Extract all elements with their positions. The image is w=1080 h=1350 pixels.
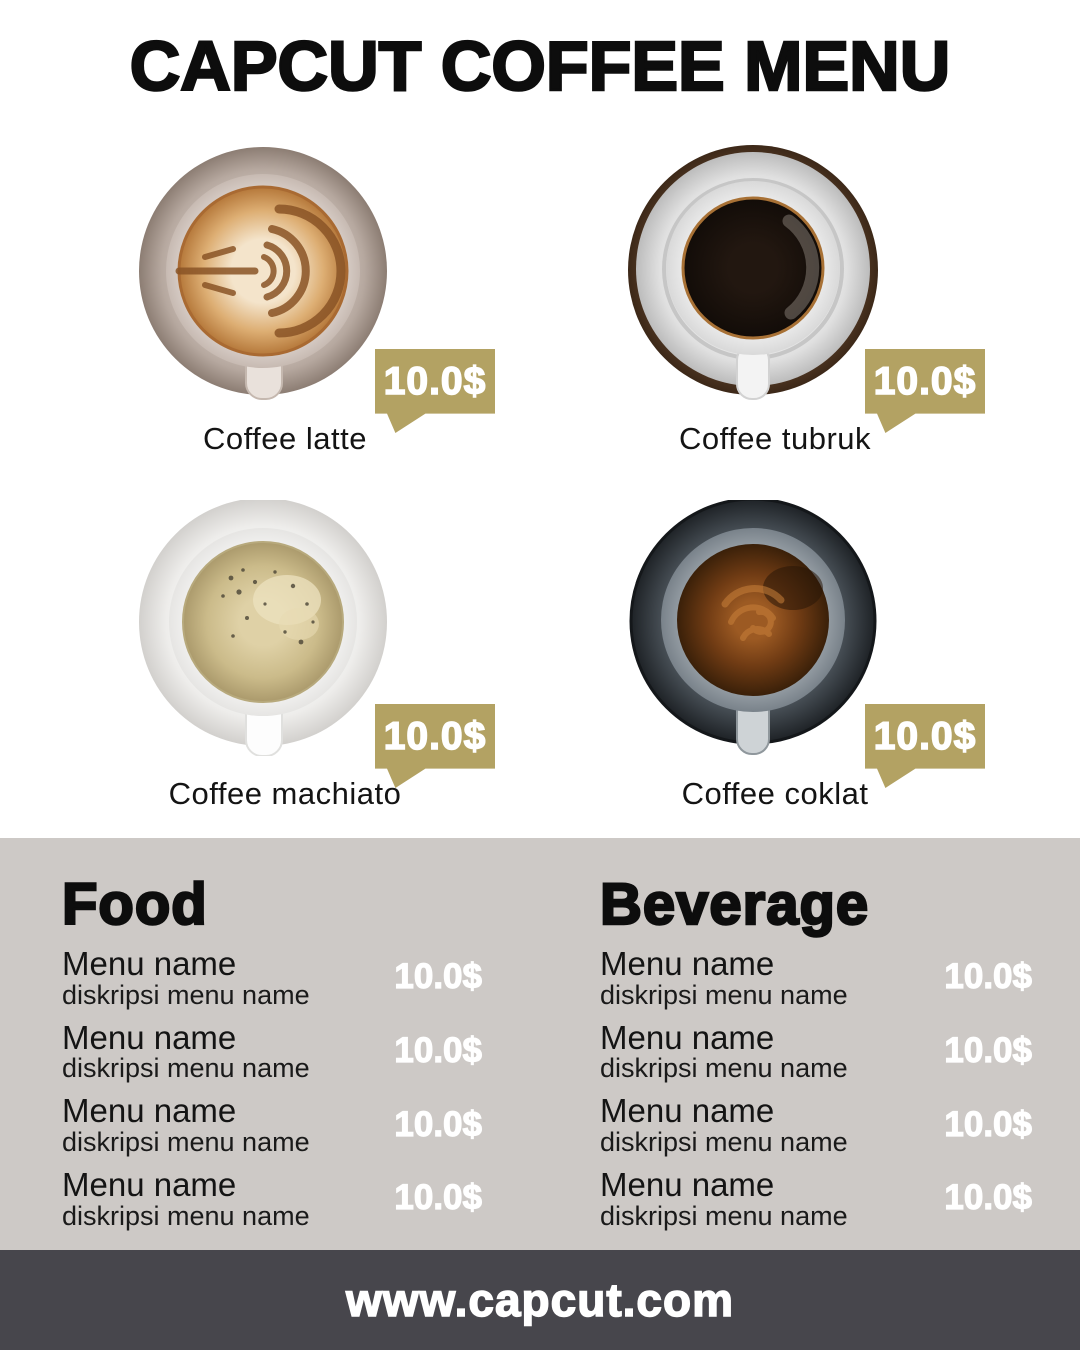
price-label: 10.0$ [873, 714, 977, 759]
website-url: www.capcut.com [345, 1273, 735, 1327]
menu-item: Menu name diskripsi menu name 10.0$ [62, 945, 483, 1010]
coffee-card-machiato: 10.0$ Coffee machiato [35, 500, 495, 845]
food-column: Food Menu name diskripsi menu name 10.0$… [61, 872, 483, 1241]
coffee-card-tubruk: 10.0$ Coffee tubruk [525, 145, 985, 490]
menu-item-name: Menu name [62, 1092, 237, 1130]
menu-item-description: diskripsi menu name [62, 1200, 310, 1231]
beverage-column: Beverage Menu name diskripsi menu name 1… [599, 872, 1033, 1241]
menu-item: Menu name diskripsi menu name 10.0$ [600, 1165, 1033, 1231]
price-label: 10.0$ [383, 359, 487, 404]
menu-item: Menu name diskripsi menu name 10.0$ [600, 945, 1033, 1010]
menu-item-description: diskripsi menu name [62, 1126, 310, 1157]
menu-item-name: Menu name [600, 1018, 775, 1056]
menu-item-description: diskripsi menu name [600, 1200, 848, 1231]
latte-cup-photo [139, 147, 387, 400]
menu-item-price: 10.0$ [944, 1030, 1033, 1070]
coffee-name: Coffee tubruk [678, 421, 872, 456]
coffee-name: Coffee latte [203, 421, 367, 456]
menu-item-price: 10.0$ [944, 957, 1033, 997]
menu-item-description: diskripsi menu name [62, 1053, 310, 1084]
black-coffee-cup-photo [628, 145, 878, 400]
price-label: 10.0$ [383, 714, 487, 759]
menu-item-description: diskripsi menu name [62, 979, 310, 1010]
menu-item-name: Menu name [600, 945, 775, 982]
menu-item-name: Menu name [600, 1165, 775, 1203]
menu-item-price: 10.0$ [394, 1030, 483, 1070]
menu-item: Menu name diskripsi menu name 10.0$ [62, 1165, 483, 1231]
menu-item-price: 10.0$ [394, 1104, 483, 1144]
price-label: 10.0$ [873, 359, 977, 404]
menu-item: Menu name diskripsi menu name 10.0$ [62, 1092, 483, 1157]
footer-bar: www.capcut.com [0, 1250, 1080, 1350]
coffee-card-coklat: 10.0$ Coffee coklat [525, 500, 985, 845]
coffee-name: Coffee coklat [681, 776, 869, 811]
menu-item-name: Menu name [600, 1092, 775, 1130]
menu-section: Food Menu name diskripsi menu name 10.0$… [0, 838, 1080, 1250]
beverage-heading: Beverage [599, 872, 870, 937]
chocolate-coffee-cup-photo [629, 500, 877, 755]
menu-item-name: Menu name [62, 945, 237, 982]
coffee-card-latte: 10.0$ Coffee latte [35, 145, 495, 490]
menu-item-name: Menu name [62, 1018, 237, 1056]
menu-item-price: 10.0$ [394, 1178, 483, 1218]
menu-item: Menu name diskripsi menu name 10.0$ [600, 1092, 1033, 1157]
menu-item: Menu name diskripsi menu name 10.0$ [62, 1018, 483, 1084]
page-title: CAPCUT COFFEE MENU [128, 26, 951, 107]
menu-item-price: 10.0$ [394, 957, 483, 997]
coffee-name: Coffee machiato [168, 776, 402, 811]
menu-item-description: diskripsi menu name [600, 1053, 848, 1084]
menu-item-description: diskripsi menu name [600, 1126, 848, 1157]
food-heading: Food [61, 872, 208, 937]
menu-item-price: 10.0$ [944, 1104, 1033, 1144]
menu-item-name: Menu name [62, 1165, 237, 1203]
menu-item-description: diskripsi menu name [600, 979, 848, 1010]
macchiato-cup-photo [139, 500, 387, 756]
menu-item: Menu name diskripsi menu name 10.0$ [600, 1018, 1033, 1084]
menu-item-price: 10.0$ [944, 1178, 1033, 1218]
